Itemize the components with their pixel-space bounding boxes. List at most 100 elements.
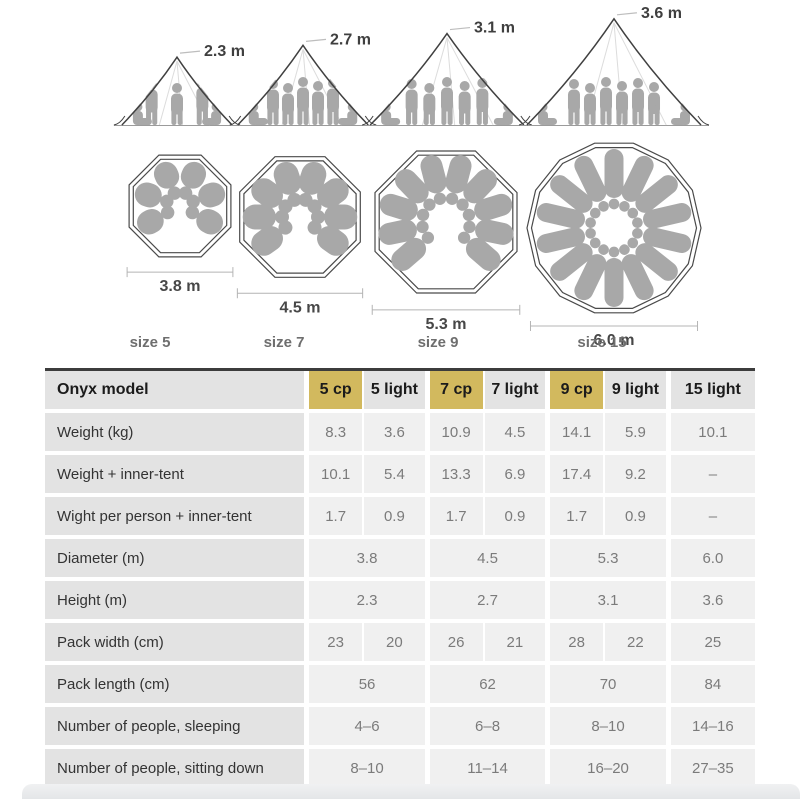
sleeping-bag (550, 175, 601, 219)
people-silhouettes (132, 77, 222, 125)
sleeping-bag (185, 205, 223, 235)
sleeping-bag (627, 175, 678, 219)
cell-value: 6–8 (424, 707, 546, 749)
table-row: Diameter (m) 3.8 4.5 5.3 6.0 (45, 539, 755, 581)
tent-elevation-size-9: 3.1 m (362, 20, 532, 126)
cell-value: 28 (545, 623, 603, 665)
cell-value: 20 (362, 623, 425, 665)
cell-value: 26 (424, 623, 483, 665)
column-header-9-cp: 9 cp (545, 371, 603, 413)
cell-value: 6.0 (665, 539, 755, 581)
cell-value: 8.3 (304, 413, 362, 455)
row-label: Diameter (m) (45, 539, 305, 581)
tent-size-illustration: 2.3 m 2.7 m 3.1 m 3.6 m 3.8 m size 5 4.5 m size… (113, 5, 710, 351)
table-row: Wight per person + inner-tent 1.7 0.9 1.7 0.… (45, 497, 755, 539)
sleeping-bag (574, 244, 609, 301)
size-label: size 7 (264, 334, 305, 351)
sleeping-bag (137, 205, 175, 235)
next-section-edge (22, 784, 800, 799)
size-label: size 15 (577, 334, 626, 351)
cell-value: 3.1 (545, 581, 666, 623)
cell-value: 0.9 (603, 497, 666, 539)
sleeping-bag (619, 244, 654, 301)
row-label: Weight + inner-tent (45, 455, 305, 497)
cell-value: 62 (424, 665, 546, 707)
column-header-5-light: 5 light (362, 371, 425, 413)
row-label: Height (m) (45, 581, 305, 623)
tent-height-label: 2.3 m (204, 43, 245, 60)
sleeping-bag (273, 161, 302, 207)
cell-value: 22 (603, 623, 666, 665)
cell-value: 10.9 (424, 413, 483, 455)
sleeping-bag (627, 237, 678, 281)
spec-table-wrap: Onyx model 5 cp 5 light 7 cp 7 light 9 cp 9 li… (45, 368, 755, 791)
cell-value: 84 (665, 665, 755, 707)
cell-value: 6.9 (482, 455, 546, 497)
floorplan-diameter-label: 6.0 m (594, 332, 635, 349)
row-label: Wight per person + inner-tent (45, 497, 305, 539)
table-row: Pack width (cm) 23 20 26 21 28 22 25 (45, 623, 755, 665)
cell-value: 23 (304, 623, 362, 665)
cell-value: 5.3 (545, 539, 666, 581)
sleeping-bag (604, 246, 624, 307)
sleeping-bag (632, 203, 692, 229)
cell-value: 0.9 (482, 497, 546, 539)
table-row: Pack length (cm) 56 62 70 84 (45, 665, 755, 707)
sleeping-bag (550, 237, 601, 281)
column-header-7-cp: 7 cp (424, 371, 483, 413)
sleeping-bag (604, 149, 624, 210)
column-header-9-light: 9 light (603, 371, 666, 413)
sleeping-bag (298, 161, 327, 207)
cell-value: 2.3 (304, 581, 425, 623)
row-label: Pack width (cm) (45, 623, 305, 665)
size-label: size 9 (418, 334, 459, 351)
cell-value: 5.9 (603, 413, 666, 455)
cell-value: 17.4 (545, 455, 603, 497)
tent-elevation-size-7: 2.7 m (229, 31, 377, 126)
column-header-5-cp: 5 cp (304, 371, 362, 413)
sleeping-bag (457, 231, 501, 271)
sleeping-bag (153, 161, 182, 200)
table-row: Weight (kg) 8.3 3.6 10.9 4.5 14.1 5.9 10.1 (45, 413, 755, 455)
tent-floorplan-size-15: 6.0 m (526, 142, 702, 349)
cell-value: 4.5 (482, 413, 546, 455)
floorplan-diameter-label: 5.3 m (426, 316, 467, 333)
sleeping-bag (420, 155, 447, 205)
tent-height-label: 2.7 m (330, 31, 371, 48)
sleeping-bag (391, 231, 435, 271)
spec-table: Onyx model 5 cp 5 light 7 cp 7 light 9 cp 9 li… (45, 368, 755, 791)
cell-value: 10.1 (304, 455, 362, 497)
sleeping-bag (619, 155, 654, 212)
cell-value: 14.1 (545, 413, 603, 455)
people-silhouettes (381, 77, 513, 125)
floorplan-diameter-label: 4.5 m (280, 299, 321, 316)
cell-value: 1.7 (545, 497, 603, 539)
cell-value: – (665, 497, 755, 539)
cell-value: 13.3 (424, 455, 483, 497)
sleeping-bag (307, 220, 349, 256)
row-label: Number of people, sleeping (45, 707, 305, 749)
cell-value: 4–6 (304, 707, 425, 749)
sleeping-bag (536, 203, 596, 229)
tent-height-label: 3.6 m (641, 5, 682, 22)
tent-floorplan-size-7: 4.5 m (236, 156, 364, 316)
cell-value: 10.1 (665, 413, 755, 455)
sleeping-bag (632, 227, 692, 253)
sleeping-bag (463, 219, 514, 245)
table-row: Number of people, sleeping 4–6 6–8 8–10 14–1… (45, 707, 755, 749)
size-label: size 5 (130, 334, 171, 351)
table-row: Height (m) 2.3 2.7 3.1 3.6 (45, 581, 755, 623)
sleeping-bag (462, 193, 513, 222)
table-row: Weight + inner-tent 10.1 5.4 13.3 6.9 17.4 9.2… (45, 455, 755, 497)
tent-floorplan-size-9: 5.3 m (371, 150, 521, 333)
cell-value: 1.7 (304, 497, 362, 539)
sleeping-bag (456, 169, 497, 211)
cell-value: 3.8 (304, 539, 425, 581)
tent-floorplan-size-5: 3.8 m (126, 154, 234, 295)
cell-value: 56 (304, 665, 425, 707)
cell-value: 3.6 (665, 581, 755, 623)
cell-value: 1.7 (424, 497, 483, 539)
sleeping-bag (251, 220, 293, 256)
tent-height-label: 3.1 m (474, 20, 515, 37)
